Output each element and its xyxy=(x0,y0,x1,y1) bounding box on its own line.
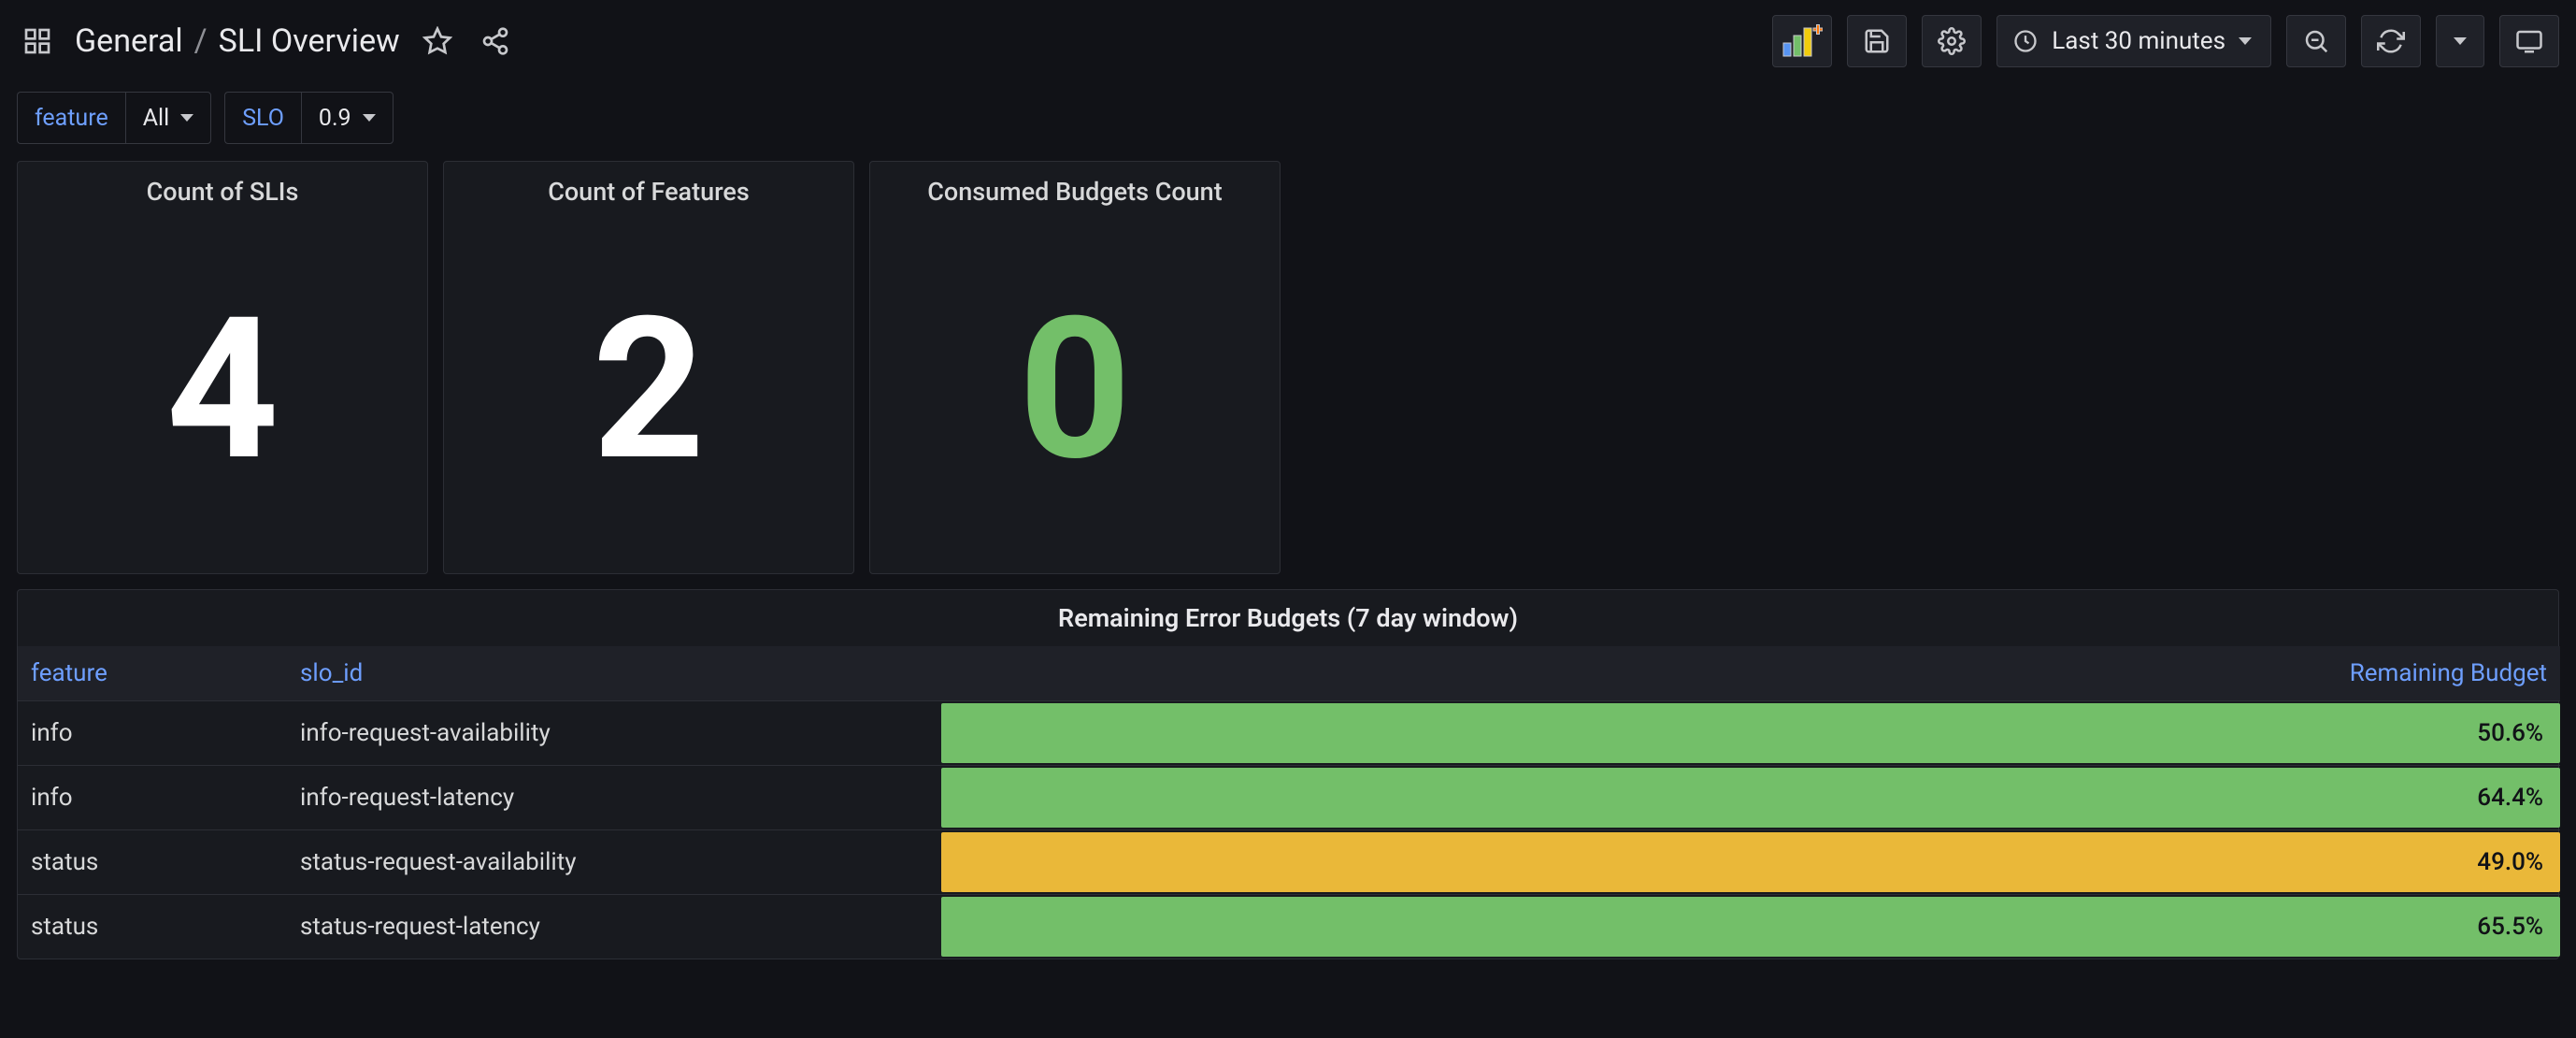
cell-slo-id: info-request-latency xyxy=(287,767,941,829)
chevron-down-icon xyxy=(2239,37,2252,45)
chevron-down-icon xyxy=(2454,37,2467,45)
var-slo-label: SLO xyxy=(224,92,301,144)
refresh-button[interactable] xyxy=(2361,15,2421,67)
stat-panel[interactable]: Count of SLIs4 xyxy=(17,161,428,574)
budget-table-panel: Remaining Error Budgets (7 day window) f… xyxy=(17,589,2559,959)
settings-button[interactable] xyxy=(1922,15,1982,67)
chevron-down-icon xyxy=(363,114,376,122)
share-icon[interactable] xyxy=(475,21,516,62)
tv-mode-button[interactable] xyxy=(2499,15,2559,67)
stat-value: 2 xyxy=(593,207,705,573)
budget-bar xyxy=(941,897,2560,957)
add-panel-button[interactable] xyxy=(1772,15,1832,67)
stat-panel[interactable]: Count of Features2 xyxy=(443,161,854,574)
cell-slo-id: info-request-availability xyxy=(287,702,941,764)
cell-slo-id: status-request-availability xyxy=(287,831,941,893)
table-row: infoinfo-request-latency 64.4% xyxy=(18,766,2560,830)
cell-feature: status xyxy=(18,831,287,893)
budget-table-title: Remaining Error Budgets (7 day window) xyxy=(18,590,2558,646)
time-range-picker[interactable]: Last 30 minutes xyxy=(1996,15,2271,67)
page-title[interactable]: SLI Overview xyxy=(219,22,400,60)
stat-title: Consumed Budgets Count xyxy=(927,162,1222,207)
chevron-down-icon xyxy=(180,114,193,122)
cell-feature: status xyxy=(18,896,287,958)
budget-bar xyxy=(941,703,2560,763)
stat-value: 4 xyxy=(166,207,279,573)
var-feature-value: All xyxy=(143,105,169,132)
stat-title: Count of SLIs xyxy=(147,162,299,207)
table-header[interactable]: feature xyxy=(18,646,287,701)
table-header[interactable]: Remaining Budget xyxy=(941,646,2560,701)
breadcrumb: General / SLI Overview xyxy=(75,22,400,60)
budget-cell: 50.6% xyxy=(941,701,2560,765)
variable-row: feature All SLO 0.9 xyxy=(0,80,2576,151)
zoom-out-button[interactable] xyxy=(2286,15,2346,67)
budget-value: 50.6% xyxy=(2477,719,2543,747)
var-feature-label: feature xyxy=(17,92,125,144)
budget-value: 64.4% xyxy=(2477,784,2543,812)
budget-cell: 64.4% xyxy=(941,766,2560,829)
var-slo-select[interactable]: 0.9 xyxy=(301,92,394,144)
cell-feature: info xyxy=(18,702,287,764)
cell-slo-id: status-request-latency xyxy=(287,896,941,958)
budget-value: 49.0% xyxy=(2477,848,2543,876)
stat-panel[interactable]: Consumed Budgets Count0 xyxy=(869,161,1281,574)
table-row: statusstatus-request-availability 49.0% xyxy=(18,830,2560,895)
save-button[interactable] xyxy=(1847,15,1907,67)
stat-value: 0 xyxy=(1019,207,1131,573)
budget-cell: 65.5% xyxy=(941,895,2560,959)
time-range-label: Last 30 minutes xyxy=(2052,27,2225,55)
apps-icon[interactable] xyxy=(17,21,58,62)
budget-bar xyxy=(941,768,2560,828)
table-header[interactable]: slo_id xyxy=(287,646,941,701)
budget-value: 65.5% xyxy=(2477,913,2543,941)
breadcrumb-folder[interactable]: General xyxy=(75,22,183,60)
refresh-interval-button[interactable] xyxy=(2436,15,2484,67)
var-feature-select[interactable]: All xyxy=(125,92,211,144)
table-row: infoinfo-request-availability 50.6% xyxy=(18,701,2560,766)
table-row: statusstatus-request-latency 65.5% xyxy=(18,895,2560,959)
star-icon[interactable] xyxy=(417,21,458,62)
stat-title: Count of Features xyxy=(548,162,750,207)
breadcrumb-separator: / xyxy=(194,22,208,60)
budget-cell: 49.0% xyxy=(941,830,2560,894)
budget-bar xyxy=(941,832,2560,892)
cell-feature: info xyxy=(18,767,287,829)
budget-table: featureslo_idRemaining Budget infoinfo-r… xyxy=(18,646,2560,959)
var-slo-value: 0.9 xyxy=(319,105,351,132)
